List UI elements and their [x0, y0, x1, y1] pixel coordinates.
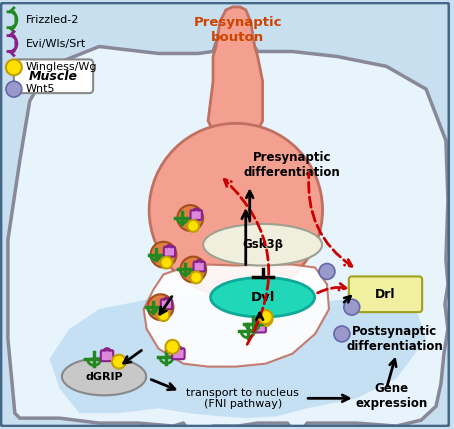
Circle shape — [319, 263, 335, 279]
Circle shape — [158, 309, 169, 321]
Text: dGRIP: dGRIP — [85, 372, 123, 381]
Text: Drl: Drl — [375, 288, 396, 301]
FancyBboxPatch shape — [253, 321, 266, 332]
Text: Wingless/Wg: Wingless/Wg — [26, 62, 97, 73]
Text: Frizzled-2: Frizzled-2 — [26, 15, 79, 25]
Circle shape — [180, 257, 206, 282]
Circle shape — [166, 340, 179, 354]
Text: Gsk3β: Gsk3β — [242, 238, 283, 251]
Text: Evi/Wls/Srt: Evi/Wls/Srt — [26, 39, 86, 48]
Polygon shape — [208, 7, 262, 141]
Text: Presynaptic
bouton: Presynaptic bouton — [193, 16, 282, 44]
Ellipse shape — [62, 358, 146, 396]
Polygon shape — [49, 294, 426, 418]
Circle shape — [188, 220, 199, 232]
FancyBboxPatch shape — [191, 210, 202, 220]
Polygon shape — [8, 10, 448, 429]
Circle shape — [178, 205, 203, 231]
FancyBboxPatch shape — [193, 262, 205, 272]
Ellipse shape — [211, 278, 315, 317]
Circle shape — [151, 242, 177, 268]
FancyBboxPatch shape — [349, 276, 422, 312]
Circle shape — [334, 326, 350, 342]
Text: Muscle: Muscle — [29, 70, 78, 83]
Text: Dvl: Dvl — [251, 291, 275, 304]
Circle shape — [344, 299, 360, 315]
Circle shape — [148, 294, 173, 320]
Ellipse shape — [149, 123, 322, 297]
Polygon shape — [143, 265, 329, 367]
Text: Wnt5: Wnt5 — [26, 84, 55, 94]
Circle shape — [259, 310, 272, 324]
Circle shape — [6, 60, 22, 75]
FancyBboxPatch shape — [101, 350, 113, 361]
Circle shape — [6, 81, 22, 97]
FancyBboxPatch shape — [172, 348, 185, 359]
Text: Postsynaptic
differentiation: Postsynaptic differentiation — [346, 325, 443, 353]
Ellipse shape — [203, 224, 322, 266]
Circle shape — [112, 355, 126, 369]
Circle shape — [259, 312, 272, 326]
Circle shape — [190, 272, 202, 284]
Circle shape — [161, 257, 173, 269]
Text: transport to nucleus
(FNI pathway): transport to nucleus (FNI pathway) — [186, 387, 299, 409]
Text: Presynaptic
differentiation: Presynaptic differentiation — [244, 151, 340, 179]
FancyBboxPatch shape — [164, 247, 175, 257]
Text: Gene
expression: Gene expression — [355, 382, 428, 410]
FancyBboxPatch shape — [161, 299, 172, 309]
FancyBboxPatch shape — [14, 60, 93, 93]
